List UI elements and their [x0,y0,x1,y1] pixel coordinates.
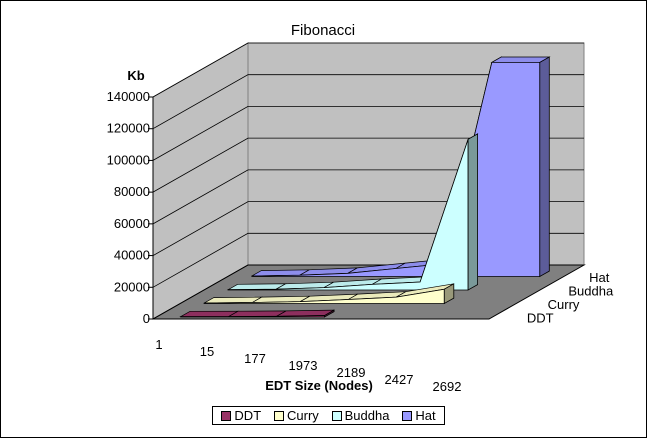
series-end-cap [443,283,455,305]
legend-item-buddha: Buddha [331,408,390,423]
y-tick-label: 120000 [107,121,150,136]
series-layer [179,56,551,318]
legend-item-curry: Curry [274,408,319,423]
x-tick-label: 1973 [289,358,318,373]
y-tick-label: 60000 [114,216,150,231]
legend-swatch [221,410,232,421]
chart-legend: DDT Curry Buddha Hat [212,406,445,425]
series-curry [202,283,455,305]
x-tick-label: 2692 [433,379,462,394]
axis-labels: 0 20000 40000 60000 80000 100000 120000 140000 1… [107,89,614,394]
y-tick-label: 100000 [107,152,150,167]
series-ddt [179,309,335,318]
chart-title: Fibonacci [291,22,355,39]
series-axis-label: Buddha [568,283,614,298]
legend-label: Buddha [344,408,390,423]
y-axis-title: Kb [127,68,144,83]
y-tick-label: 140000 [107,89,150,104]
gridline [152,74,584,130]
legend-label: Hat [415,408,436,423]
legend-item-ddt: DDT [221,408,261,423]
series-axis-label: Curry [548,297,580,312]
x-tick-label: 15 [200,344,214,359]
legend-item-hat: Hat [402,408,436,423]
x-tick-label: 177 [244,351,266,366]
x-axis-title: EDT Size (Nodes) [265,378,373,393]
gridline [152,106,584,161]
legend-swatch [331,410,342,421]
x-tick-label: 2427 [385,372,414,387]
x-tick-label: 2189 [337,365,366,380]
legend-label: DDT [234,408,262,423]
y-tick-label: 40000 [114,248,150,263]
gridline [152,42,584,98]
series-axis-label: Hat [589,270,610,285]
y-tick-label: 80000 [114,184,150,199]
legend-swatch [402,410,413,421]
legend-swatch [274,410,284,421]
series-end-cap [539,56,550,278]
series-end-cap [467,133,479,291]
y-tick-label: 0 [143,311,150,326]
series-buddha [226,133,479,291]
y-tick-label: 20000 [114,279,150,294]
x-tick-label: 1 [155,337,162,352]
series-axis-label: DDT [527,310,554,325]
series-end-cap [324,309,335,318]
legend-label: Curry [287,408,319,423]
